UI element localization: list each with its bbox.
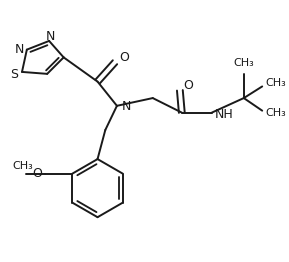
- Text: O: O: [32, 167, 42, 180]
- Text: CH₃: CH₃: [265, 108, 286, 118]
- Text: N: N: [14, 43, 24, 56]
- Text: NH: NH: [215, 108, 234, 121]
- Text: N: N: [122, 100, 131, 113]
- Text: O: O: [119, 51, 129, 64]
- Text: CH₃: CH₃: [12, 161, 33, 171]
- Text: O: O: [184, 79, 194, 92]
- Text: CH₃: CH₃: [234, 58, 254, 68]
- Text: CH₃: CH₃: [265, 78, 286, 88]
- Text: S: S: [10, 68, 18, 81]
- Text: N: N: [45, 30, 55, 43]
